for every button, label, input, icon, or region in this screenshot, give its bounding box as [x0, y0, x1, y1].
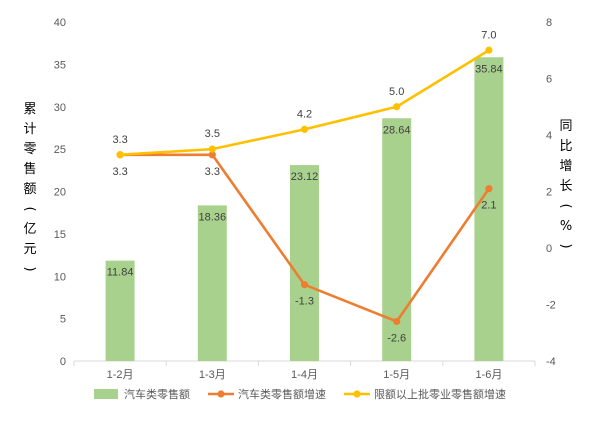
- legend-swatch-marker: [217, 390, 225, 398]
- retail-growth-value-label: 3.5: [205, 128, 220, 140]
- legend-swatch-bar: [94, 389, 118, 399]
- x-tick-label: 1-6月: [475, 369, 502, 381]
- line-retail-growth: [120, 49, 490, 157]
- y-axis-title-right-char: 比: [559, 139, 572, 154]
- line-series: [116, 46, 493, 326]
- y-left-tick-label: 40: [54, 17, 66, 29]
- y-axis-title-left-char: 售: [23, 161, 36, 177]
- bar-value-label: 18.36: [199, 211, 227, 223]
- line-point: [208, 151, 216, 159]
- legend: 汽车类零售额 汽车类零售额增速 限额以上批零业零售额增速: [94, 387, 506, 401]
- y-axis-title-right-char: 同: [559, 119, 572, 134]
- auto-growth-value-label: -1.3: [295, 296, 314, 308]
- bar: [290, 165, 319, 361]
- bar-value-label: 23.12: [291, 171, 319, 183]
- y-left-tick-label: 15: [54, 229, 66, 241]
- retail-growth-value-label: 5.0: [389, 86, 404, 98]
- auto-growth-value-label: 3.3: [205, 166, 220, 178]
- y-right-tick-label: -4: [546, 356, 556, 368]
- y-right-tick-label: 4: [546, 130, 552, 142]
- auto-growth-value-label: -2.6: [387, 332, 406, 344]
- bar: [474, 57, 504, 361]
- y-axis-title-right-char: (: [558, 203, 573, 208]
- bar-value-label: 28.64: [383, 124, 411, 136]
- bar-series: [105, 57, 504, 361]
- line-point: [300, 125, 309, 133]
- y-left-tick-label: 0: [60, 356, 66, 368]
- y-right-tick-label: 6: [546, 74, 552, 86]
- axes: 0 5 10 15 20 25 30 35 40 -4 -2 0 2 4 6 8 1-2月 1-3月 1-4月 1-5…: [54, 17, 556, 381]
- auto-growth-value-label: 3.3: [112, 166, 127, 178]
- x-tick-label: 1-5月: [383, 369, 410, 381]
- bar-value-label: 11.84: [107, 267, 134, 279]
- line-point: [485, 185, 493, 193]
- retail-growth-value-label: 3.3: [112, 134, 127, 146]
- retail-growth-value-label: 4.2: [297, 108, 312, 120]
- line-point: [485, 46, 493, 54]
- y-right-tick-label: 8: [546, 17, 552, 29]
- y-axis-title-left-char: (: [22, 206, 37, 211]
- y-axis-title-left-char: 元: [23, 242, 36, 257]
- y-axis-title-right-char: ): [558, 243, 573, 248]
- retail-growth-value-label: 7.0: [481, 29, 496, 41]
- y-axis-title-left-char: 累: [23, 102, 36, 117]
- y-left-tick-label: 20: [54, 187, 66, 199]
- y-left-tick-label: 10: [54, 271, 66, 283]
- y-axis-title-left-char: 亿: [23, 222, 36, 237]
- y-axis-title-right-char: 增: [559, 159, 572, 174]
- y-left-tick-label: 25: [54, 144, 66, 156]
- y-right-tick-label: -2: [546, 300, 556, 312]
- bar: [197, 205, 227, 361]
- y-right-tick-label: 0: [546, 243, 552, 255]
- legend-swatch-marker: [353, 390, 361, 398]
- x-tick-label: 1-3月: [199, 369, 226, 381]
- bar: [105, 260, 135, 361]
- auto-growth-value-label: 2.1: [481, 200, 496, 212]
- y-axis-title-left-char: 额: [23, 182, 36, 197]
- data-labels: 11.84 18.36 23.12 28.64 35.84 3.3 3.3 -1.3 -2.6 2…: [107, 29, 503, 344]
- y-left-tick-label: 35: [54, 59, 66, 71]
- line-point: [208, 145, 216, 153]
- y-axis-title-right-char: 长: [559, 179, 572, 194]
- x-tick-label: 1-4月: [291, 369, 318, 381]
- y-right-tick-label: 2: [546, 187, 552, 199]
- line-point: [300, 281, 309, 289]
- line-point: [393, 103, 401, 111]
- legend-label: 限额以上批零业零售额增速: [374, 387, 506, 401]
- x-tick-label: 1-2月: [107, 369, 134, 381]
- legend-label: 汽车类零售额: [124, 387, 190, 401]
- y-axis-title-left-char: 计: [23, 122, 36, 137]
- y-left-tick-label: 5: [60, 314, 66, 326]
- y-axis-title-left-char: ): [22, 266, 37, 271]
- legend-label: 汽车类零售额增速: [238, 387, 326, 401]
- y-axis-title-right-char: %: [560, 219, 572, 234]
- y-left-tick-label: 30: [54, 102, 66, 114]
- bar-value-label: 35.84: [475, 63, 503, 75]
- y-axis-title-left-char: 零: [23, 142, 36, 157]
- line-point: [393, 317, 401, 326]
- line-point: [116, 151, 124, 159]
